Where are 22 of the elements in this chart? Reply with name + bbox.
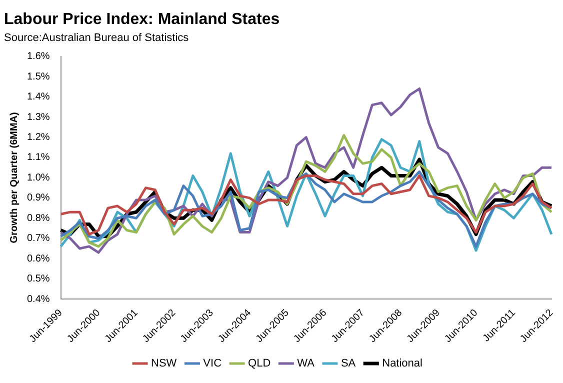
legend-label: QLD (248, 358, 271, 370)
legend-label: National (382, 358, 422, 370)
y-tick-label: 0.7% (26, 233, 50, 244)
y-tick-label: 0.4% (26, 294, 50, 305)
chart-title: Labour Price Index: Mainland States (4, 11, 280, 28)
source-note: Source:Australian Bureau of Statistics (4, 32, 190, 44)
y-tick-label: 1.2% (26, 132, 50, 144)
y-tick-label: 1.3% (26, 112, 50, 123)
legend-label: WA (297, 358, 316, 370)
y-tick-label: 0.8% (26, 212, 50, 224)
legend-label: VIC (203, 358, 222, 370)
y-tick-label: 0.6% (26, 253, 50, 264)
legend-label: SA (340, 358, 356, 370)
y-tick-label: 1.5% (26, 71, 50, 82)
y-tick-label: 1.6% (26, 51, 50, 62)
legend-label: NSW (151, 358, 178, 370)
y-axis-title: Growth per Quarter (6MMA) (8, 112, 20, 244)
y-tick-label: 0.5% (26, 274, 50, 285)
y-tick-label: 1.4% (26, 92, 50, 103)
y-tick-label: 1.0% (26, 172, 50, 184)
y-tick-label: 0.9% (26, 192, 50, 204)
y-tick-label: 1.1% (26, 152, 50, 164)
